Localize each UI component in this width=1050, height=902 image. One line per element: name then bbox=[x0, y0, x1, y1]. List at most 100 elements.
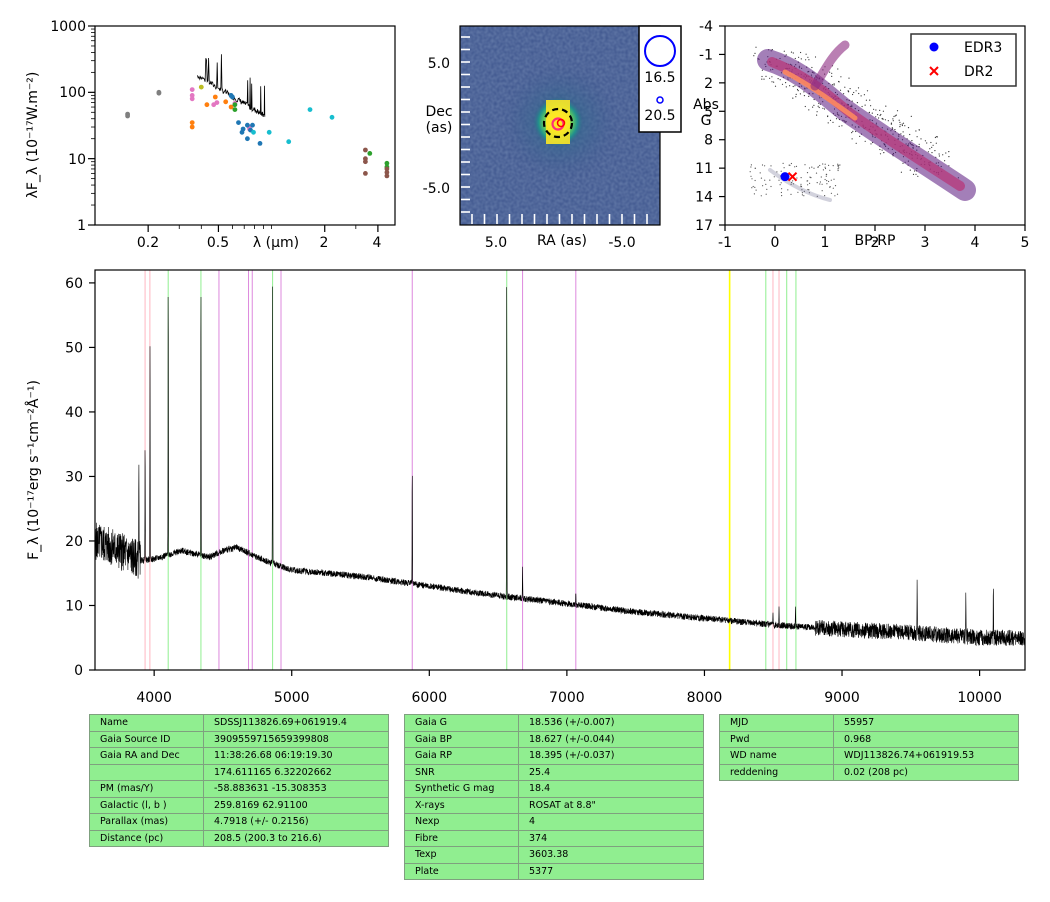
hr-field-star bbox=[769, 77, 771, 79]
hr-wd-star bbox=[764, 165, 766, 167]
hr-wd-star bbox=[826, 180, 828, 182]
spec-xtick-label: 10000 bbox=[957, 690, 1002, 706]
hr-field-star bbox=[887, 120, 889, 122]
hr-wd-star bbox=[780, 182, 782, 184]
hr-axes: -4 -1 2 5 8 11 14 17 -1 0 1 2 3 4 5 bbox=[695, 19, 1029, 251]
hr-field-star bbox=[761, 69, 764, 71]
hr-wd-star bbox=[834, 185, 837, 187]
sed-point bbox=[245, 122, 250, 128]
hr-field-star bbox=[818, 106, 820, 109]
spectrum-frame bbox=[94, 269, 1026, 671]
hr-wd-star bbox=[809, 176, 811, 178]
hr-field-star bbox=[804, 105, 806, 108]
hr-field-star bbox=[930, 141, 932, 144]
sed-point bbox=[198, 84, 204, 90]
sed-point bbox=[329, 114, 335, 120]
hr-field-star bbox=[929, 148, 931, 150]
table-value-cell: 18.536 (+/-0.007) bbox=[518, 714, 704, 732]
hr-wd-star bbox=[754, 167, 756, 169]
hr-wd-star bbox=[837, 168, 839, 170]
table-value-cell: 18.395 (+/-0.037) bbox=[518, 747, 704, 765]
table-key-cell: Gaia Source ID bbox=[89, 730, 204, 748]
hr-wd-star bbox=[749, 171, 751, 173]
hr-wd-star bbox=[837, 165, 839, 167]
table-value-cell: 18.627 (+/-0.044) bbox=[518, 730, 704, 748]
hr-field-star bbox=[808, 95, 810, 97]
hr-wd-star bbox=[800, 177, 802, 179]
hr-field-star bbox=[900, 133, 902, 135]
legend-mag-16.5: 16.5 bbox=[644, 70, 675, 86]
hr-field-star bbox=[855, 130, 857, 133]
hr-wd-star bbox=[824, 195, 826, 197]
legend-mag-20.5: 20.5 bbox=[644, 108, 675, 124]
hr-edr3-marker bbox=[780, 172, 790, 182]
hr-wd-star bbox=[819, 183, 821, 185]
hr-field-star bbox=[763, 78, 765, 80]
hr-field-star bbox=[938, 153, 940, 155]
spec-xtick-label: 9000 bbox=[824, 690, 860, 706]
hr-wd-star bbox=[790, 183, 792, 185]
table-key-cell: Distance (pc) bbox=[89, 829, 204, 847]
hr-field-star bbox=[856, 102, 859, 104]
hr-wd-star bbox=[753, 193, 756, 195]
hr-field-star bbox=[864, 140, 866, 142]
hr-wd-star bbox=[810, 177, 812, 179]
hr-wd-star bbox=[801, 189, 803, 191]
hr-field-star bbox=[881, 149, 883, 151]
hr-wd-star bbox=[760, 177, 763, 179]
table-key-cell: SNR bbox=[404, 763, 519, 781]
sed-spectrum bbox=[197, 54, 266, 118]
hr-wd-star bbox=[765, 193, 767, 195]
hr-field-star bbox=[893, 115, 895, 118]
hr-wd-star bbox=[797, 191, 799, 193]
hr-field-star bbox=[795, 96, 797, 98]
hr-field-star bbox=[771, 81, 773, 83]
hr-wd-star bbox=[816, 182, 818, 184]
sed-point bbox=[156, 89, 162, 95]
hr-field-star bbox=[917, 175, 919, 177]
sed-point bbox=[189, 124, 195, 130]
sed-frame bbox=[94, 25, 396, 226]
hr-field-star bbox=[852, 93, 854, 96]
hr-ylabel-2: G bbox=[701, 113, 712, 129]
table-key-cell: Galactic (l, b ) bbox=[89, 796, 204, 814]
hr-wd-star bbox=[762, 185, 764, 187]
hr-field-star bbox=[851, 132, 853, 134]
hr-field-star bbox=[853, 91, 855, 94]
hr-field-star bbox=[883, 152, 885, 154]
hr-field-star bbox=[926, 142, 928, 144]
hr-xtick-label: 4 bbox=[971, 235, 980, 251]
hr-field-star bbox=[936, 136, 939, 138]
target-marker-dr2 bbox=[556, 118, 566, 128]
hr-wd-star bbox=[765, 183, 767, 185]
hr-field-star bbox=[848, 91, 850, 93]
hr-wd-star bbox=[832, 187, 834, 189]
mag-circle-large bbox=[644, 35, 676, 67]
hr-xtick-label: 3 bbox=[921, 235, 930, 251]
hr-field-star bbox=[794, 57, 796, 60]
hr-field-star bbox=[829, 71, 831, 73]
hr-field-star bbox=[912, 173, 915, 175]
hr-field-star bbox=[773, 81, 775, 83]
hr-field-star bbox=[901, 123, 903, 125]
hr-field-star bbox=[792, 97, 794, 99]
hr-wd-star bbox=[759, 172, 761, 174]
hr-field-star bbox=[885, 105, 887, 107]
legend-edr3-label: EDR3 bbox=[964, 40, 1002, 56]
hr-field-star bbox=[790, 51, 793, 53]
hr-field-star bbox=[849, 88, 851, 90]
table-key-cell: PM (mas/Y) bbox=[89, 780, 204, 798]
hr-field-star bbox=[944, 160, 946, 162]
hr-field-star bbox=[844, 86, 846, 88]
info-table-right: MJD 55957 Pwd 0.968 WD name WDJ113826.74+0619… bbox=[719, 714, 1019, 781]
hr-wd-star bbox=[838, 164, 840, 166]
spec-xtick-label: 6000 bbox=[411, 690, 447, 706]
hr-wd-star bbox=[792, 183, 795, 185]
spec-xtick-label: 7000 bbox=[549, 690, 585, 706]
table-key-cell: Name bbox=[89, 714, 204, 732]
hr-field-star bbox=[879, 109, 881, 111]
hr-wd-star bbox=[792, 180, 794, 182]
table-key-cell: Gaia BP bbox=[404, 730, 519, 748]
spec-xtick-label: 5000 bbox=[274, 690, 310, 706]
hr-field-star bbox=[898, 119, 900, 121]
